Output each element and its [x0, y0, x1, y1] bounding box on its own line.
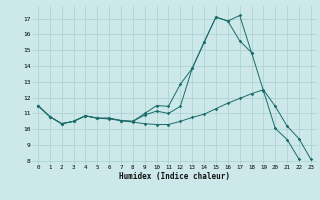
X-axis label: Humidex (Indice chaleur): Humidex (Indice chaleur) [119, 172, 230, 181]
